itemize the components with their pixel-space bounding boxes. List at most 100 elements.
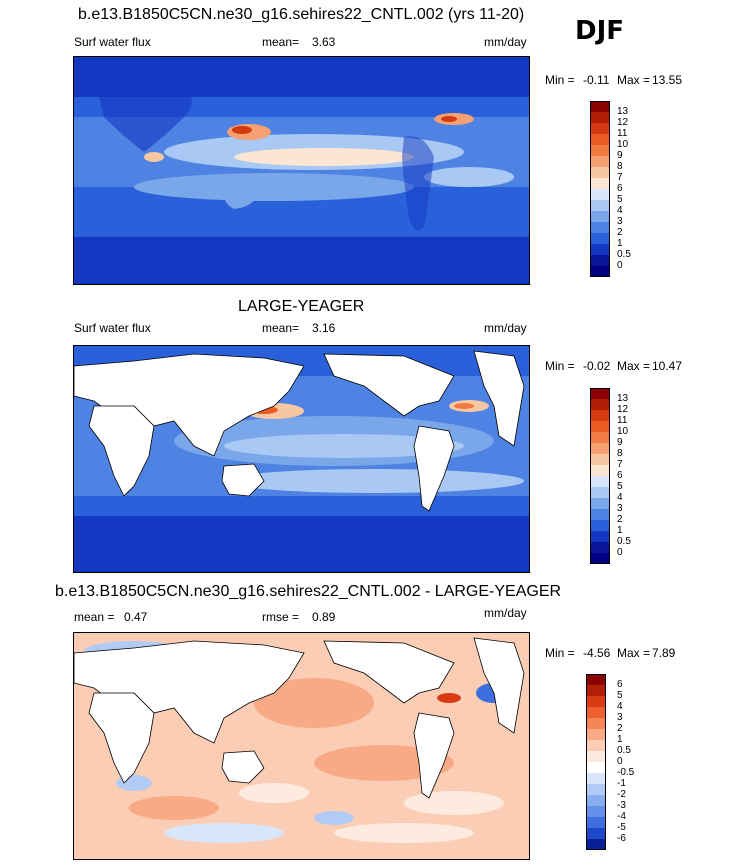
colorbar-label: 2 (617, 514, 623, 525)
colorbar-segment (590, 487, 610, 498)
colorbar-label: -3 (617, 800, 626, 811)
colorbar-label: 1 (617, 238, 623, 249)
panel1-min-value: -0.11 (583, 73, 610, 87)
colorbar-label: 12 (617, 404, 629, 415)
colorbar-label: 8 (617, 161, 623, 172)
colorbar-label: -1 (617, 778, 626, 789)
panel2-title: LARGE-YEAGER (238, 298, 365, 315)
colorbar-segment (586, 806, 606, 817)
colorbar-segment (586, 817, 606, 828)
panel3-title: b.e13.B1850C5CN.ne30_g16.sehires22_CNTL.… (55, 583, 562, 600)
colorbar-label: -4 (617, 811, 626, 822)
colorbar-label: 11 (617, 128, 628, 139)
colorbar-label: -5 (617, 822, 626, 833)
colorbar-label: -0.5 (617, 767, 635, 778)
panel3-colorbar (586, 674, 606, 850)
panel1-title: b.e13.B1850C5CN.ne30_g16.sehires22_CNTL.… (78, 6, 525, 23)
colorbar-segment (590, 542, 610, 553)
panel3-units: mm/day (484, 606, 527, 620)
colorbar-segment (590, 189, 610, 200)
colorbar-segment (590, 553, 610, 564)
colorbar-segment (586, 718, 606, 729)
panel3-map-field (74, 633, 529, 859)
colorbar-segment (590, 520, 610, 531)
colorbar-segment (590, 233, 610, 244)
colorbar-segment (590, 244, 610, 255)
colorbar-segment (590, 465, 610, 476)
colorbar-segment (586, 828, 606, 839)
colorbar-segment (590, 509, 610, 520)
panel2-min-value: -0.02 (583, 359, 611, 373)
colorbar-segment (586, 740, 606, 751)
colorbar-segment (590, 167, 610, 178)
colorbar-label: 3 (617, 712, 623, 723)
colorbar-label: 11 (617, 415, 628, 426)
colorbar-label: 2 (617, 723, 623, 734)
colorbar-segment (590, 200, 610, 211)
colorbar-label: 4 (617, 701, 623, 712)
panel2-map (73, 345, 530, 573)
colorbar-segment (586, 685, 606, 696)
colorbar-label: 0.5 (617, 745, 631, 756)
colorbar-label: 3 (617, 216, 623, 227)
panel3-min-label: Min = (545, 646, 575, 660)
colorbar-segment (590, 101, 610, 112)
colorbar-label: 5 (617, 690, 623, 701)
colorbar-label: 0 (617, 260, 623, 271)
panel1-mean-label: mean= (262, 35, 300, 49)
panel2-map-field (74, 346, 529, 572)
panel2-max-label: Max = (617, 359, 651, 373)
panel1-map-field (74, 57, 529, 284)
panel1-max-label: Max = (617, 73, 651, 87)
panel2-mean-label: mean= (262, 321, 300, 335)
panel1-colorbar (590, 101, 610, 277)
colorbar-label: 4 (617, 492, 623, 503)
panel1-map (73, 56, 530, 285)
colorbar-label: 10 (617, 139, 629, 150)
panel3-rmse-label: rmse = (262, 610, 300, 624)
colorbar-segment (590, 454, 610, 465)
colorbar-label: 13 (617, 106, 629, 117)
colorbar-segment (590, 432, 610, 443)
colorbar-segment (590, 156, 610, 167)
colorbar-segment (586, 784, 606, 795)
colorbar-label: 13 (617, 393, 629, 404)
colorbar-segment (590, 266, 610, 277)
panel2-colorbar (590, 388, 610, 564)
panel2-min-label: Min = (545, 359, 575, 373)
colorbar-segment (590, 388, 610, 399)
colorbar-segment (590, 498, 610, 509)
colorbar-segment (586, 762, 606, 773)
colorbar-segment (586, 674, 606, 685)
panel2-units: mm/day (484, 321, 527, 335)
colorbar-segment (586, 795, 606, 806)
colorbar-label: 1 (617, 734, 623, 745)
colorbar-segment (590, 123, 610, 134)
panel3-min-value: -4.56 (583, 646, 611, 660)
colorbar-segment (590, 531, 610, 542)
colorbar-label: -2 (617, 789, 626, 800)
colorbar-label: 6 (617, 470, 623, 481)
panel3-max-label: Max = (617, 646, 651, 660)
colorbar-segment (590, 222, 610, 233)
colorbar-segment (586, 773, 606, 784)
colorbar-segment (590, 399, 610, 410)
colorbar-label: 12 (617, 117, 629, 128)
colorbar-segment (590, 421, 610, 432)
panel1-variable: Surf water flux (74, 35, 151, 49)
colorbar-segment (586, 696, 606, 707)
panel1-mean-value: 3.63 (312, 35, 336, 49)
panel1-min-label: Min = (545, 73, 575, 87)
colorbar-label: 0.5 (617, 249, 631, 260)
colorbar-segment (590, 410, 610, 421)
colorbar-segment (590, 443, 610, 454)
colorbar-label: 10 (617, 426, 629, 437)
season-label: DJF (575, 16, 625, 46)
panel3-mean-value: 0.47 (124, 610, 148, 624)
colorbar-segment (586, 839, 606, 850)
panel1-max-value: 13.55 (652, 73, 683, 87)
panel2-max-value: 10.47 (652, 359, 683, 373)
colorbar-segment (590, 145, 610, 156)
colorbar-label: 9 (617, 437, 623, 448)
colorbar-label: 4 (617, 205, 623, 216)
